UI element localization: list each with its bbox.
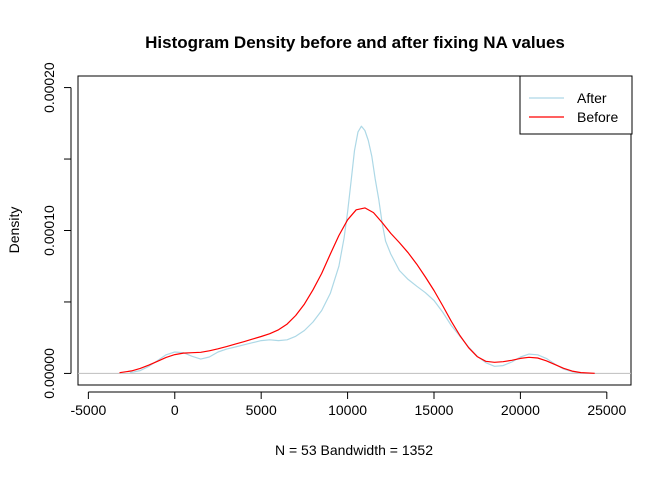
x-tick-label: 5000 xyxy=(246,402,277,418)
x-tick-label: 25000 xyxy=(587,402,626,418)
x-axis: -5000 0 5000 10000 15000 20000 25000 xyxy=(70,391,626,418)
plot-frame xyxy=(77,75,632,386)
y-axis-label: Density xyxy=(6,207,22,254)
legend-label-after: After xyxy=(577,90,607,106)
series-line-after xyxy=(129,125,590,374)
y-tick-label: 0.00010 xyxy=(41,205,57,256)
x-tick-label: 20000 xyxy=(501,402,540,418)
legend-label-before: Before xyxy=(577,109,618,125)
y-axis: 0.00000 0.00010 0.00020 xyxy=(41,62,72,399)
x-tick-label: 10000 xyxy=(328,402,367,418)
legend-box xyxy=(519,75,633,135)
series-line-before xyxy=(119,207,595,374)
x-tick-label: 15000 xyxy=(415,402,454,418)
legend: After Before xyxy=(519,75,633,135)
x-axis-label: N = 53 Bandwidth = 1352 xyxy=(275,442,433,458)
x-tick-label: 0 xyxy=(171,402,179,418)
chart-title: Histogram Density before and after fixin… xyxy=(145,33,565,52)
y-tick-label: 0.00000 xyxy=(41,348,57,399)
y-tick-label: 0.00020 xyxy=(41,62,57,113)
series-layer xyxy=(119,125,595,374)
x-tick-label: -5000 xyxy=(70,402,106,418)
